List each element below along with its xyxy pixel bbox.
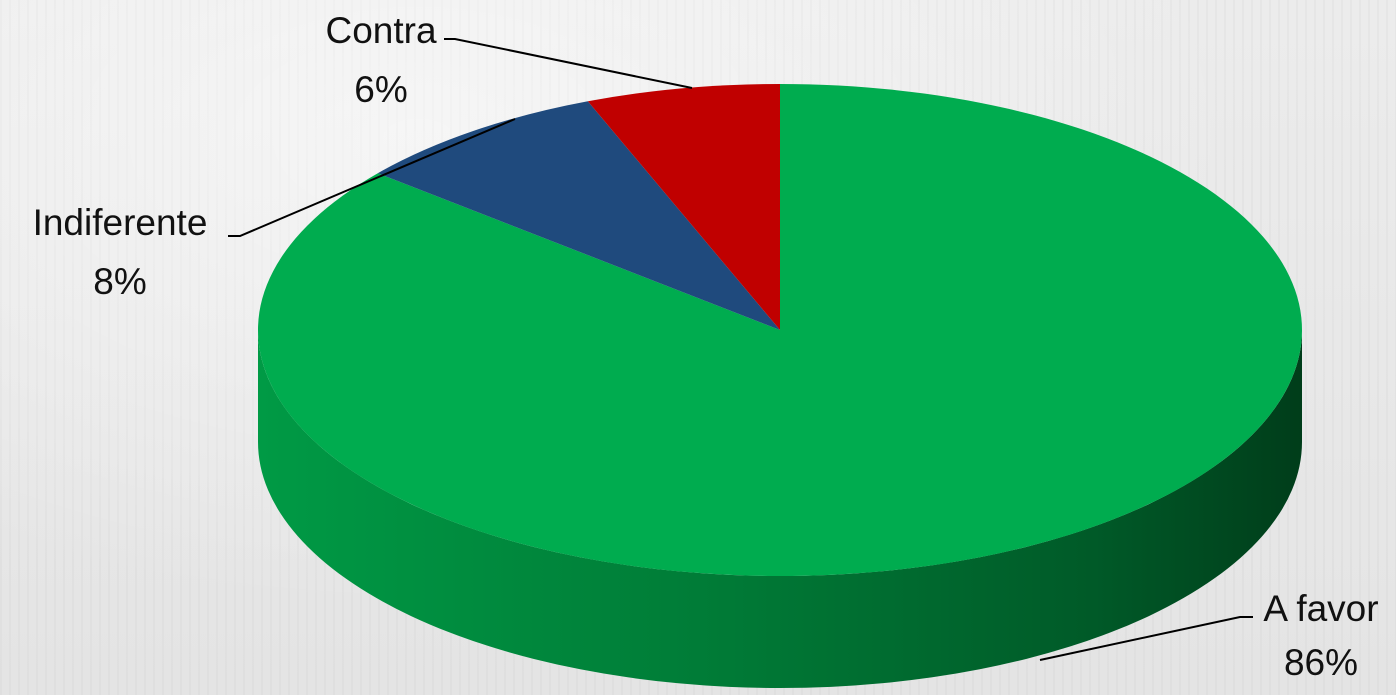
slice-value-a-favor: 86% [1283, 642, 1359, 683]
slice-label-contra: Contra [325, 10, 437, 51]
slice-label-indiferente: Indiferente [32, 202, 208, 243]
leader-lines [228, 38, 1253, 661]
slice-contra [587, 84, 780, 330]
pie-side-wall [258, 330, 1302, 688]
leader-line-a-favor [1039, 616, 1253, 661]
slice-side-a-favor [258, 330, 1302, 688]
slice-label-a-favor: A favor [1263, 588, 1379, 629]
slice-indiferente [377, 101, 780, 330]
leader-line-indiferente [228, 118, 516, 237]
leader-line-contra [444, 38, 693, 89]
pie-top-face [257, 84, 1302, 576]
slice-value-indiferente: 8% [93, 261, 147, 302]
slice-value-contra: 6% [354, 69, 408, 110]
